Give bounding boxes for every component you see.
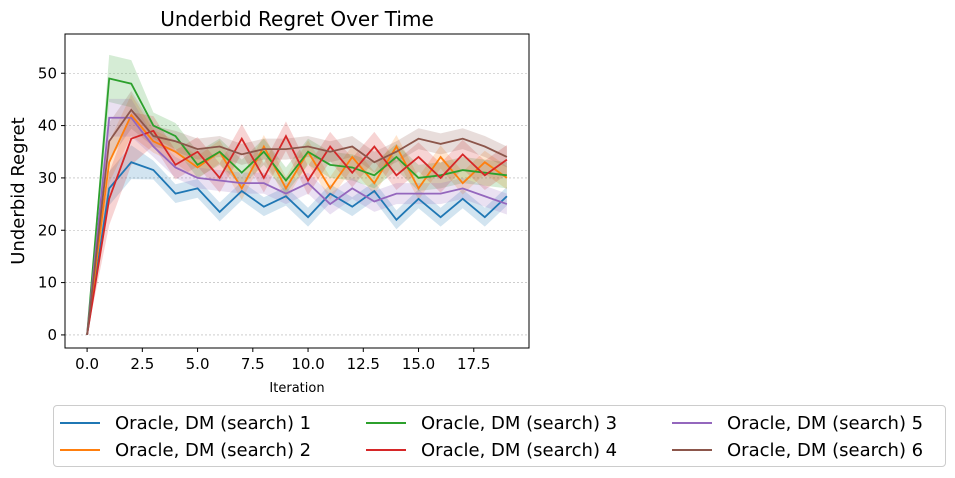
y-tick-label: 0: [47, 326, 57, 344]
series-band-5: [87, 98, 507, 335]
x-tick-label: 2.5: [130, 355, 154, 373]
y-tick-label: 30: [38, 169, 57, 187]
series-line-1: [86, 161, 508, 336]
y-tick-label: 10: [38, 274, 57, 292]
x-tick-label: 0.0: [75, 355, 99, 373]
x-tick-label: 12.5: [347, 355, 380, 373]
series-line-3: [86, 77, 508, 335]
y-axis-ticks: 0 10 20 30 40 50: [38, 64, 65, 344]
legend-label: Oracle, DM (search) 4: [421, 439, 618, 461]
legend-item: Oracle, DM (search) 1: [60, 412, 311, 434]
legend-swatch: [366, 449, 406, 451]
x-axis-ticks: 0.0 2.5 5.0 7.5 10.0 12.5 15.0 17.5: [75, 348, 490, 373]
series-lines: [86, 77, 508, 336]
legend-label: Oracle, DM (search) 3: [421, 412, 618, 434]
x-tick-label: 10.0: [291, 355, 324, 373]
gridlines: [65, 72, 529, 336]
legend-label: Oracle, DM (search) 2: [115, 439, 312, 461]
line-chart: Underbid Regret Over Time 0.0 2.5 5.0 7.5 10…: [8, 7, 530, 396]
series-band-4: [87, 112, 507, 335]
legend-swatch: [672, 422, 712, 424]
series-line-6: [86, 108, 508, 336]
y-tick-label: 50: [38, 64, 57, 82]
chart-title: Underbid Regret Over Time: [160, 7, 434, 31]
confidence-bands: [87, 54, 507, 335]
legend-label: Oracle, DM (search) 6: [727, 439, 924, 461]
legend-swatch: [366, 422, 406, 424]
series-line-5: [86, 116, 508, 336]
legend-item: Oracle, DM (search) 6: [672, 439, 923, 461]
legend-item: Oracle, DM (search) 2: [60, 439, 311, 461]
x-axis-label: Iteration: [269, 381, 324, 396]
y-axis-label: Underbid Regret: [8, 117, 29, 264]
legend-swatch: [60, 422, 100, 424]
y-tick-label: 20: [38, 221, 57, 239]
legend-item: Oracle, DM (search) 5: [672, 412, 923, 434]
legend-item: Oracle, DM (search) 4: [366, 439, 617, 461]
plot-frame: [64, 33, 530, 349]
legend-label: Oracle, DM (search) 1: [115, 412, 312, 434]
legend-label: Oracle, DM (search) 5: [727, 412, 924, 434]
x-tick-label: 7.5: [241, 355, 265, 373]
x-tick-label: 5.0: [186, 355, 210, 373]
legend-swatch: [60, 449, 100, 451]
series-line-2: [86, 113, 508, 336]
x-tick-label: 15.0: [402, 355, 435, 373]
legend-item: Oracle, DM (search) 3: [366, 412, 617, 434]
chart-legend: Oracle, DM (search) 1 Oracle, DM (search)…: [53, 405, 946, 467]
y-tick-label: 40: [38, 117, 57, 135]
legend-swatch: [672, 449, 712, 451]
x-tick-label: 17.5: [457, 355, 490, 373]
series-band-6: [87, 91, 507, 335]
series-band-1: [87, 145, 507, 335]
